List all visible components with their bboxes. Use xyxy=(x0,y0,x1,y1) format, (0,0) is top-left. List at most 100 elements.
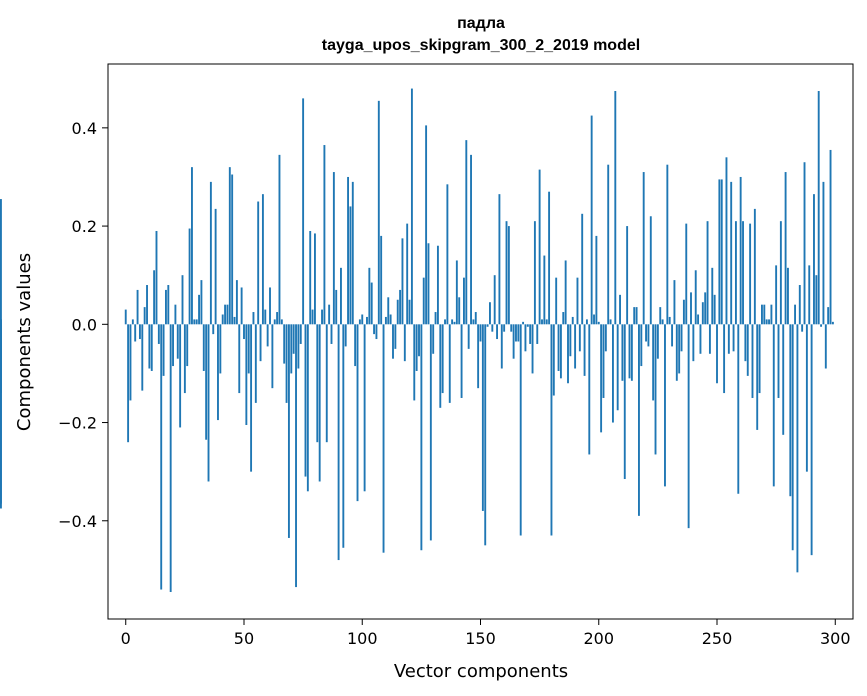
bar xyxy=(387,297,390,325)
bar xyxy=(820,324,823,327)
bar xyxy=(590,115,593,325)
bar xyxy=(479,324,482,342)
bar xyxy=(652,324,655,401)
bar xyxy=(779,221,782,325)
bar xyxy=(574,324,577,369)
bar xyxy=(692,324,695,362)
bar xyxy=(325,324,328,443)
x-tick-label: 200 xyxy=(583,629,614,648)
bar xyxy=(633,307,636,325)
bar xyxy=(557,324,560,371)
bar xyxy=(734,221,737,325)
bar xyxy=(335,289,338,325)
bar xyxy=(756,324,759,430)
bar xyxy=(422,277,425,325)
bar xyxy=(427,243,430,325)
bar xyxy=(522,321,525,325)
bar xyxy=(626,226,629,325)
bar xyxy=(680,324,683,352)
bar xyxy=(491,324,494,332)
x-tick-label: 50 xyxy=(234,629,254,648)
bar xyxy=(761,304,763,325)
bar xyxy=(484,324,487,546)
bar xyxy=(0,319,2,325)
bar xyxy=(763,304,766,325)
bar xyxy=(150,324,153,371)
bar xyxy=(555,277,558,325)
bar xyxy=(146,285,148,325)
bar xyxy=(796,324,799,573)
bar xyxy=(711,267,714,325)
bar xyxy=(545,319,548,325)
bar xyxy=(822,181,825,325)
bar xyxy=(718,179,721,325)
bar xyxy=(789,324,792,497)
bar xyxy=(434,312,437,325)
bar xyxy=(543,255,546,325)
bar xyxy=(784,172,787,325)
x-tick-label: 250 xyxy=(702,629,733,648)
bar xyxy=(316,324,319,443)
bar xyxy=(304,324,307,477)
bar xyxy=(403,324,406,362)
bar xyxy=(758,324,761,394)
bar xyxy=(183,324,186,394)
bar xyxy=(432,324,435,354)
bar xyxy=(602,324,605,398)
bar xyxy=(363,324,366,492)
bar xyxy=(687,324,690,529)
bar xyxy=(302,98,305,325)
bar xyxy=(217,324,219,421)
bar xyxy=(351,181,354,325)
bar xyxy=(250,324,253,472)
bar xyxy=(231,174,234,325)
bar xyxy=(465,140,468,325)
bar xyxy=(311,309,314,325)
bar xyxy=(283,324,286,364)
bar xyxy=(418,324,420,357)
y-tick-label: −0.2 xyxy=(58,414,97,433)
bar xyxy=(136,289,139,325)
bar xyxy=(410,88,413,325)
bar xyxy=(370,282,373,325)
bar xyxy=(619,294,621,325)
y-tick-label: 0.0 xyxy=(72,315,97,334)
bar xyxy=(791,324,794,551)
bar xyxy=(739,176,742,325)
bar xyxy=(153,270,156,325)
bar xyxy=(666,164,669,325)
bar xyxy=(517,324,520,342)
bar xyxy=(406,223,409,325)
bar xyxy=(261,194,264,325)
bar xyxy=(623,324,626,480)
bar xyxy=(730,181,733,325)
bar xyxy=(550,324,553,536)
bar xyxy=(498,194,501,325)
bar xyxy=(720,179,723,325)
bar xyxy=(358,319,361,325)
bar xyxy=(224,304,227,325)
bar xyxy=(155,230,158,325)
bar xyxy=(266,324,269,347)
bar xyxy=(640,324,643,367)
bar xyxy=(212,324,215,335)
bar xyxy=(472,319,475,325)
bar xyxy=(470,154,472,325)
x-axis: 0 50 100 150 200 250 300 xyxy=(121,619,851,648)
bar xyxy=(453,321,456,325)
bar xyxy=(138,324,141,340)
bar xyxy=(824,324,827,369)
bar xyxy=(808,265,811,325)
bar xyxy=(787,267,789,325)
bar xyxy=(377,100,380,325)
bar xyxy=(124,309,127,325)
bar xyxy=(188,228,191,325)
bar xyxy=(661,319,664,325)
bar xyxy=(628,324,631,379)
bar xyxy=(664,324,666,487)
bar xyxy=(467,324,470,349)
bar xyxy=(531,324,534,374)
bar xyxy=(396,299,399,325)
x-tick-label: 150 xyxy=(465,629,496,648)
